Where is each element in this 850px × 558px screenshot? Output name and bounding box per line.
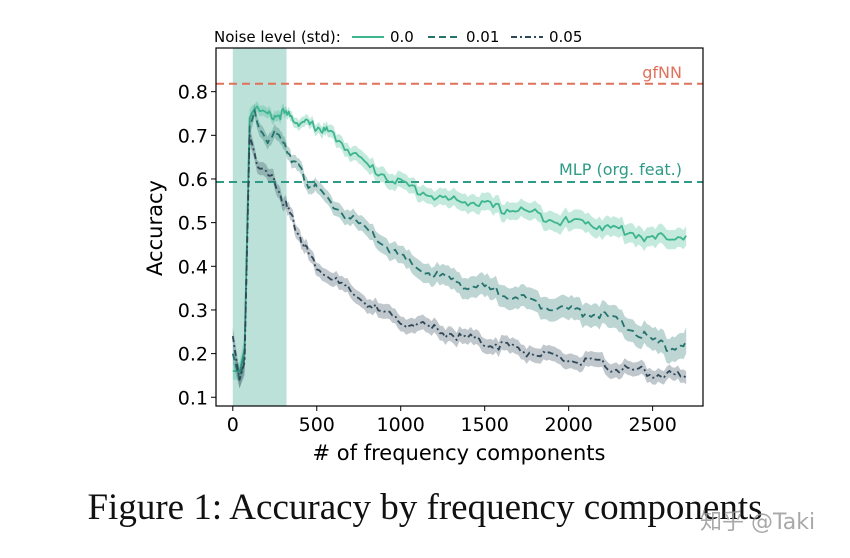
y-tick-label-0.7: 0.7	[178, 125, 208, 147]
series-band-0.01	[232, 103, 687, 389]
plot-area	[216, 48, 703, 406]
y-tick-label-0.1: 0.1	[178, 387, 208, 409]
x-tick-label-500: 500	[299, 414, 335, 436]
legend-title: Noise level (std):	[214, 28, 341, 46]
gfnn-label: gfNN	[642, 63, 682, 82]
y-tick-label-0.3: 0.3	[178, 300, 208, 322]
plot-frame	[215, 47, 704, 407]
y-axis-label: Accuracy	[143, 180, 167, 276]
series-band-0.05	[232, 126, 687, 389]
legend: Noise level (std): 0.0 0.01 0.05	[214, 28, 582, 46]
mlp-label: MLP (org. feat.)	[559, 160, 682, 179]
series-line-0.0	[232, 105, 687, 372]
x-tick-label-1500: 1500	[461, 414, 509, 436]
series-line-0.05	[231, 134, 687, 381]
legend-label-0.01: 0.01	[466, 28, 499, 46]
y-tick-label-0.5: 0.5	[178, 213, 208, 235]
x-tick-label-2000: 2000	[544, 414, 592, 436]
axes: 0 500 1000 1500 2000 2500 0.1 0.2 0.3 0.4 0.5 0.6 0.…	[178, 82, 677, 436]
y-tick-label-0.2: 0.2	[178, 344, 208, 366]
x-tick-label-0: 0	[227, 414, 239, 436]
x-tick-label-1000: 1000	[377, 414, 425, 436]
legend-label-0.05: 0.05	[549, 28, 582, 46]
highlight-region	[232, 48, 287, 406]
y-tick-label-0.6: 0.6	[178, 169, 208, 191]
x-tick-label-2500: 2500	[628, 414, 676, 436]
watermark: 知乎 @Taki	[700, 510, 816, 535]
y-tick-label-0.8: 0.8	[178, 82, 208, 104]
figure-caption: Figure 1: Accuracy by frequency componen…	[87, 487, 763, 528]
y-tick-label-0.4: 0.4	[178, 256, 208, 278]
x-axis-label: # of frequency components	[313, 441, 606, 465]
legend-label-0.0: 0.0	[390, 28, 414, 46]
series-line-0.01	[231, 109, 688, 381]
